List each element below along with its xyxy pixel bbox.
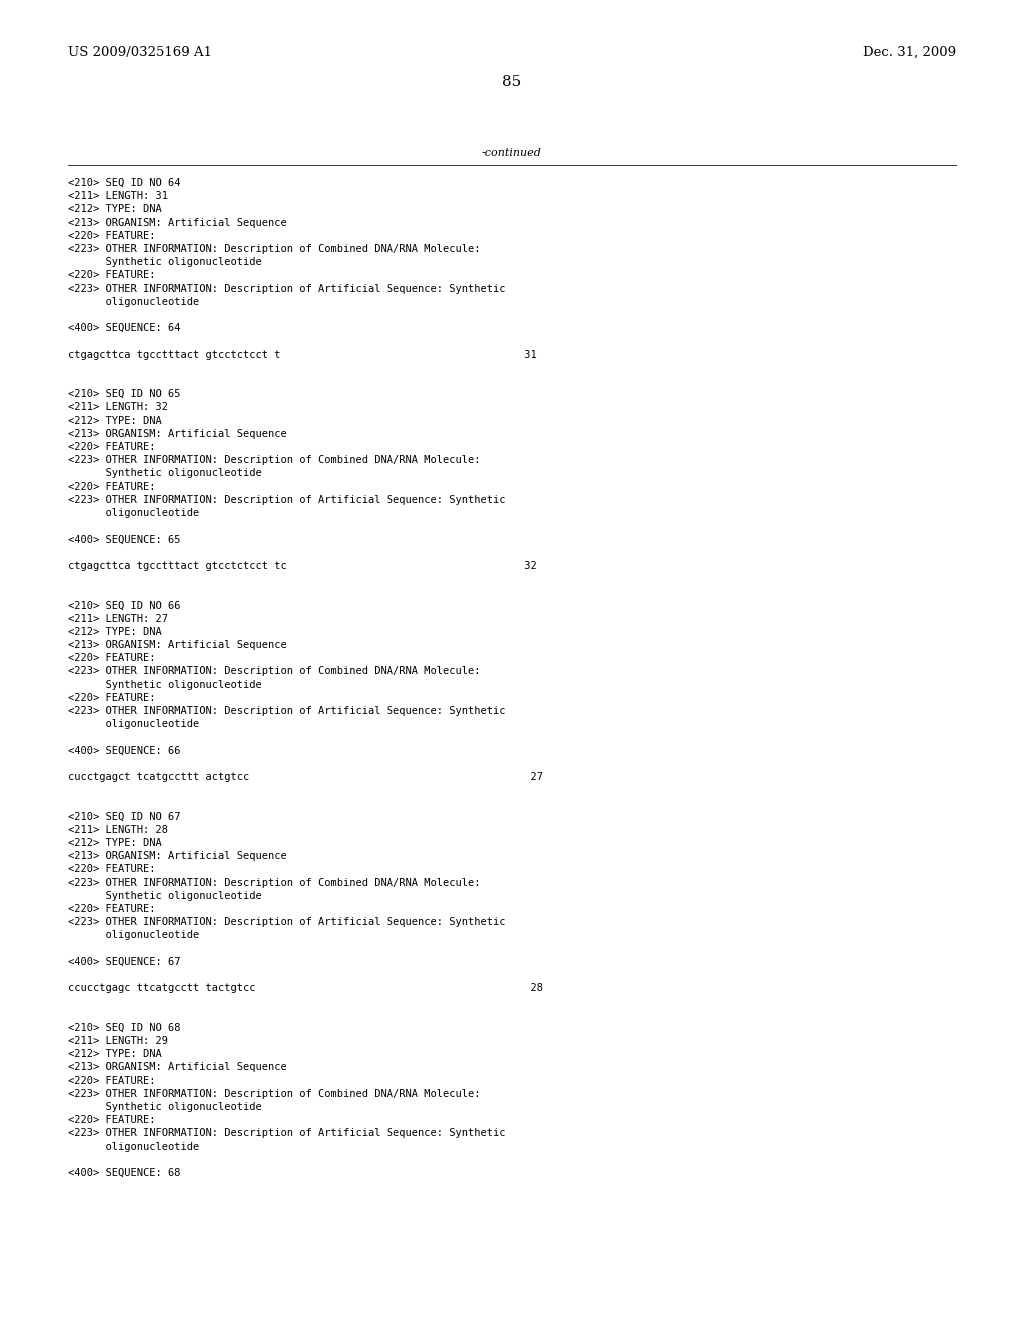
Text: <213> ORGANISM: Artificial Sequence: <213> ORGANISM: Artificial Sequence <box>68 851 287 861</box>
Text: <212> TYPE: DNA: <212> TYPE: DNA <box>68 838 162 847</box>
Text: Synthetic oligonucleotide: Synthetic oligonucleotide <box>68 891 262 900</box>
Text: <220> FEATURE:: <220> FEATURE: <box>68 1076 156 1085</box>
Text: <213> ORGANISM: Artificial Sequence: <213> ORGANISM: Artificial Sequence <box>68 429 287 438</box>
Text: <223> OTHER INFORMATION: Description of Combined DNA/RNA Molecule:: <223> OTHER INFORMATION: Description of … <box>68 244 480 253</box>
Text: <400> SEQUENCE: 66: <400> SEQUENCE: 66 <box>68 746 180 755</box>
Text: oligonucleotide: oligonucleotide <box>68 931 200 940</box>
Text: <210> SEQ ID NO 65: <210> SEQ ID NO 65 <box>68 389 180 399</box>
Text: <211> LENGTH: 32: <211> LENGTH: 32 <box>68 403 168 412</box>
Text: <220> FEATURE:: <220> FEATURE: <box>68 442 156 451</box>
Text: <223> OTHER INFORMATION: Description of Artificial Sequence: Synthetic: <223> OTHER INFORMATION: Description of … <box>68 1129 506 1138</box>
Text: <210> SEQ ID NO 68: <210> SEQ ID NO 68 <box>68 1023 180 1032</box>
Text: <400> SEQUENCE: 64: <400> SEQUENCE: 64 <box>68 323 180 333</box>
Text: oligonucleotide: oligonucleotide <box>68 719 200 729</box>
Text: <223> OTHER INFORMATION: Description of Combined DNA/RNA Molecule:: <223> OTHER INFORMATION: Description of … <box>68 455 480 465</box>
Text: <220> FEATURE:: <220> FEATURE: <box>68 1115 156 1125</box>
Text: -continued: -continued <box>482 148 542 158</box>
Text: <211> LENGTH: 31: <211> LENGTH: 31 <box>68 191 168 201</box>
Text: ctgagcttca tgcctttact gtcctctcct t                                       31: ctgagcttca tgcctttact gtcctctcct t 31 <box>68 350 537 359</box>
Text: <213> ORGANISM: Artificial Sequence: <213> ORGANISM: Artificial Sequence <box>68 640 287 649</box>
Text: Synthetic oligonucleotide: Synthetic oligonucleotide <box>68 680 262 689</box>
Text: oligonucleotide: oligonucleotide <box>68 297 200 306</box>
Text: <223> OTHER INFORMATION: Description of Combined DNA/RNA Molecule:: <223> OTHER INFORMATION: Description of … <box>68 878 480 887</box>
Text: <211> LENGTH: 28: <211> LENGTH: 28 <box>68 825 168 834</box>
Text: <212> TYPE: DNA: <212> TYPE: DNA <box>68 416 162 425</box>
Text: <210> SEQ ID NO 64: <210> SEQ ID NO 64 <box>68 178 180 187</box>
Text: <220> FEATURE:: <220> FEATURE: <box>68 693 156 702</box>
Text: <220> FEATURE:: <220> FEATURE: <box>68 231 156 240</box>
Text: Synthetic oligonucleotide: Synthetic oligonucleotide <box>68 257 262 267</box>
Text: <213> ORGANISM: Artificial Sequence: <213> ORGANISM: Artificial Sequence <box>68 1063 287 1072</box>
Text: <400> SEQUENCE: 67: <400> SEQUENCE: 67 <box>68 957 180 966</box>
Text: <223> OTHER INFORMATION: Description of Artificial Sequence: Synthetic: <223> OTHER INFORMATION: Description of … <box>68 917 506 927</box>
Text: <212> TYPE: DNA: <212> TYPE: DNA <box>68 627 162 636</box>
Text: <220> FEATURE:: <220> FEATURE: <box>68 653 156 663</box>
Text: <400> SEQUENCE: 65: <400> SEQUENCE: 65 <box>68 535 180 544</box>
Text: <223> OTHER INFORMATION: Description of Combined DNA/RNA Molecule:: <223> OTHER INFORMATION: Description of … <box>68 1089 480 1098</box>
Text: <220> FEATURE:: <220> FEATURE: <box>68 482 156 491</box>
Text: oligonucleotide: oligonucleotide <box>68 1142 200 1151</box>
Text: <220> FEATURE:: <220> FEATURE: <box>68 904 156 913</box>
Text: <210> SEQ ID NO 67: <210> SEQ ID NO 67 <box>68 812 180 821</box>
Text: <212> TYPE: DNA: <212> TYPE: DNA <box>68 1049 162 1059</box>
Text: Dec. 31, 2009: Dec. 31, 2009 <box>863 46 956 59</box>
Text: <212> TYPE: DNA: <212> TYPE: DNA <box>68 205 162 214</box>
Text: <210> SEQ ID NO 66: <210> SEQ ID NO 66 <box>68 601 180 610</box>
Text: ctgagcttca tgcctttact gtcctctcct tc                                      32: ctgagcttca tgcctttact gtcctctcct tc 32 <box>68 561 537 570</box>
Text: <220> FEATURE:: <220> FEATURE: <box>68 865 156 874</box>
Text: Synthetic oligonucleotide: Synthetic oligonucleotide <box>68 1102 262 1111</box>
Text: <211> LENGTH: 27: <211> LENGTH: 27 <box>68 614 168 623</box>
Text: <400> SEQUENCE: 68: <400> SEQUENCE: 68 <box>68 1168 180 1177</box>
Text: ccucctgagc ttcatgcctt tactgtcc                                            28: ccucctgagc ttcatgcctt tactgtcc 28 <box>68 983 543 993</box>
Text: <213> ORGANISM: Artificial Sequence: <213> ORGANISM: Artificial Sequence <box>68 218 287 227</box>
Text: 85: 85 <box>503 75 521 88</box>
Text: cucctgagct tcatgccttt actgtcc                                             27: cucctgagct tcatgccttt actgtcc 27 <box>68 772 543 781</box>
Text: <220> FEATURE:: <220> FEATURE: <box>68 271 156 280</box>
Text: <211> LENGTH: 29: <211> LENGTH: 29 <box>68 1036 168 1045</box>
Text: <223> OTHER INFORMATION: Description of Artificial Sequence: Synthetic: <223> OTHER INFORMATION: Description of … <box>68 284 506 293</box>
Text: Synthetic oligonucleotide: Synthetic oligonucleotide <box>68 469 262 478</box>
Text: <223> OTHER INFORMATION: Description of Artificial Sequence: Synthetic: <223> OTHER INFORMATION: Description of … <box>68 495 506 504</box>
Text: <223> OTHER INFORMATION: Description of Artificial Sequence: Synthetic: <223> OTHER INFORMATION: Description of … <box>68 706 506 715</box>
Text: <223> OTHER INFORMATION: Description of Combined DNA/RNA Molecule:: <223> OTHER INFORMATION: Description of … <box>68 667 480 676</box>
Text: US 2009/0325169 A1: US 2009/0325169 A1 <box>68 46 212 59</box>
Text: oligonucleotide: oligonucleotide <box>68 508 200 517</box>
